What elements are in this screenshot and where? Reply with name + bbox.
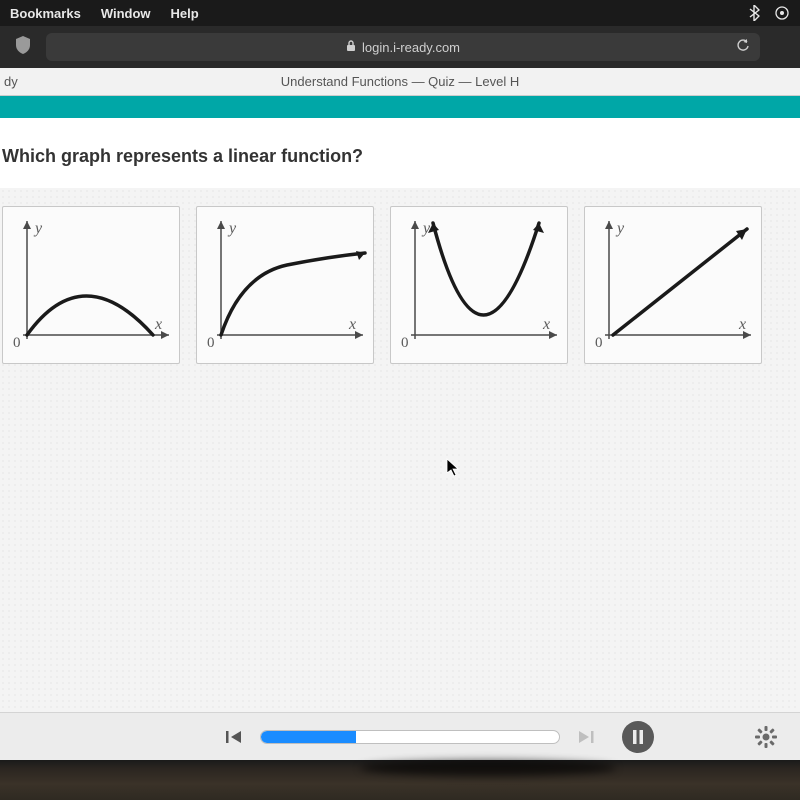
- origin-label: 0: [401, 335, 409, 351]
- y-axis-label: y: [615, 220, 625, 237]
- menubar-item-window[interactable]: Window: [101, 6, 151, 21]
- origin-label: 0: [13, 335, 21, 351]
- mouse-cursor: [446, 458, 460, 483]
- page-title: Understand Functions — Quiz — Level H: [0, 74, 800, 89]
- x-axis-label: x: [348, 316, 356, 333]
- graph-option-4[interactable]: y x 0: [584, 206, 762, 364]
- browser-toolbar: login.i-ready.com: [0, 26, 800, 68]
- os-menubar: Bookmarks Window Help: [0, 0, 800, 26]
- x-axis-label: x: [738, 316, 746, 333]
- settings-button[interactable]: [752, 723, 780, 751]
- prev-button[interactable]: [224, 726, 246, 748]
- url-text: login.i-ready.com: [362, 40, 460, 55]
- accent-bar: [0, 96, 800, 118]
- y-axis-label: y: [421, 220, 431, 237]
- progress-fill: [261, 731, 356, 743]
- y-axis-label: y: [33, 220, 43, 237]
- menubar-item-help[interactable]: Help: [171, 6, 199, 21]
- graph-option-2[interactable]: y x 0: [196, 206, 374, 364]
- bluetooth-icon[interactable]: [748, 5, 760, 21]
- progress-bar: [260, 730, 560, 744]
- lock-icon: [346, 40, 356, 55]
- question-text: Which graph represents a linear function…: [0, 146, 800, 167]
- origin-label: 0: [207, 335, 215, 351]
- x-axis-label: x: [542, 316, 550, 333]
- brand-text: dy: [4, 74, 18, 89]
- y-axis-label: y: [227, 220, 237, 237]
- graph-option-3[interactable]: y x 0: [390, 206, 568, 364]
- graph-options-row: y x 0 y x 0: [0, 188, 800, 364]
- target-icon[interactable]: [774, 5, 790, 21]
- question-panel: Which graph represents a linear function…: [0, 118, 800, 188]
- app-header: dy Understand Functions — Quiz — Level H: [0, 68, 800, 96]
- next-button[interactable]: [574, 726, 596, 748]
- shield-icon[interactable]: [14, 35, 32, 60]
- desk-surface: [0, 760, 800, 800]
- content-area: Which graph represents a linear function…: [0, 118, 800, 712]
- bottom-toolbar: [0, 712, 800, 760]
- x-axis-label: x: [154, 316, 162, 333]
- origin-label: 0: [595, 335, 603, 351]
- reload-icon[interactable]: [736, 39, 750, 56]
- pause-button[interactable]: [622, 721, 654, 753]
- graph-option-1[interactable]: y x 0: [2, 206, 180, 364]
- url-bar[interactable]: login.i-ready.com: [46, 33, 760, 61]
- menubar-item-bookmarks[interactable]: Bookmarks: [10, 6, 81, 21]
